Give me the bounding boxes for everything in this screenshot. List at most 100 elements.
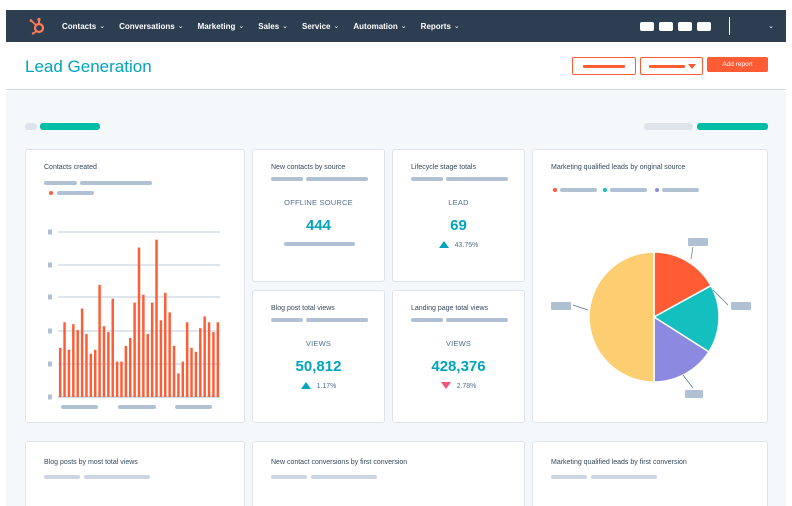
card-contacts-created[interactable]: Contacts created <box>25 149 245 423</box>
nav-automation[interactable]: Automation ⌄ <box>353 22 406 31</box>
legend-dot <box>553 188 557 192</box>
card-blog-post-total-views[interactable]: Blog post total views VIEWS 50,812 1.17% <box>252 290 385 423</box>
nav-reports[interactable]: Reports ⌄ <box>421 22 460 31</box>
nav-label: Marketing <box>197 21 236 31</box>
card-blog-posts-most-views[interactable]: Blog posts by most total views <box>25 441 245 506</box>
dashboard-content: Contacts created New contacts by source … <box>6 91 786 506</box>
text-placeholder <box>271 177 303 181</box>
chevron-down-icon: ⌄ <box>99 23 106 30</box>
top-nav: Contacts ⌄ Conversations ⌄ Marketing ⌄ Sale… <box>6 10 786 42</box>
card-title: Blog posts by most total views <box>44 459 138 466</box>
nav-marketing[interactable]: Marketing ⌄ <box>198 22 245 31</box>
pie-slice <box>652 284 720 353</box>
nav-conversations[interactable]: Conversations ⌄ <box>119 22 183 31</box>
bar <box>115 361 119 397</box>
text-placeholder <box>311 475 377 479</box>
pie-label-placeholder <box>685 390 703 398</box>
legend-placeholder <box>610 188 647 192</box>
card-landing-page-total-views[interactable]: Landing page total views VIEWS 428,376 2… <box>392 290 525 423</box>
pie-callout-line <box>682 374 694 389</box>
stat-value: 444 <box>305 217 332 234</box>
legend-placeholder <box>662 188 699 192</box>
add-report-button[interactable]: Add report <box>707 57 768 72</box>
text-placeholder <box>446 318 508 322</box>
text-placeholder <box>306 318 368 322</box>
legend-placeholder <box>560 188 597 192</box>
dropdown-button[interactable] <box>640 57 703 75</box>
stat-change-value: 2.78% <box>456 383 477 390</box>
pie-callout-line <box>712 289 729 306</box>
legend-dot <box>49 191 53 195</box>
nav-utility-button[interactable] <box>697 21 712 31</box>
bar <box>159 320 163 397</box>
pie-slice <box>653 251 712 319</box>
card-mql-by-original-source[interactable]: Marketing qualified leads by original so… <box>532 149 768 423</box>
actions-button[interactable] <box>572 57 636 75</box>
bar <box>181 361 185 397</box>
card-mql-first-conversion[interactable]: Marketing qualified leads by first conve… <box>532 441 768 506</box>
bar <box>168 312 171 397</box>
bar <box>111 298 114 397</box>
bar <box>67 349 71 397</box>
stat-change-value: 43.75% <box>454 242 479 249</box>
increase-arrow-icon <box>438 241 449 248</box>
stat-value: 50,812 <box>295 358 342 375</box>
text-placeholder <box>306 177 368 181</box>
increase-arrow-icon <box>300 382 311 389</box>
bar <box>207 322 211 397</box>
stat-change: 1.17% <box>253 382 384 390</box>
bar <box>142 294 145 397</box>
page-title: Lead Generation <box>25 57 152 76</box>
x-tick-label-placeholder <box>175 405 212 409</box>
nav-label: Service <box>302 21 331 31</box>
date-range-chip[interactable] <box>697 123 768 130</box>
stat-value: 428,376 <box>431 358 486 375</box>
card-new-contact-conversions[interactable]: New contact conversions by first convers… <box>252 441 525 506</box>
card-lifecycle-stage-totals[interactable]: Lifecycle stage totals LEAD 69 43.75% <box>392 149 525 282</box>
card-title: Lifecycle stage totals <box>411 164 476 171</box>
bar <box>80 308 84 397</box>
bar <box>150 302 154 397</box>
hubspot-logo-icon[interactable] <box>26 15 48 37</box>
account-chevron-icon[interactable]: ⌄ <box>768 23 774 30</box>
bar <box>172 345 176 397</box>
text-placeholder <box>284 242 355 246</box>
text-placeholder <box>44 181 77 185</box>
y-tick-label-placeholder <box>48 294 52 300</box>
nav-utility-button[interactable] <box>659 21 674 31</box>
text-placeholder <box>446 177 508 181</box>
bar <box>212 332 215 397</box>
nav-label: Contacts <box>62 21 97 31</box>
card-new-contacts-by-source[interactable]: New contacts by source OFFLINE SOURCE 44… <box>252 149 385 282</box>
bar <box>194 351 198 397</box>
legend-dot <box>603 188 607 192</box>
nav-label: Sales <box>258 21 280 31</box>
filter-placeholder[interactable] <box>25 123 37 130</box>
nav-utility-button[interactable] <box>678 21 693 31</box>
bar <box>164 292 167 397</box>
nav-utility-button[interactable] <box>640 21 655 31</box>
bar <box>93 349 97 397</box>
legend-placeholder <box>57 191 94 195</box>
card-title: New contact conversions by first convers… <box>271 459 408 466</box>
contacts-bar-chart <box>48 229 220 409</box>
filter-chip[interactable] <box>40 123 100 130</box>
page-header: Lead Generation Add report <box>6 42 786 90</box>
legend-dot <box>655 188 659 192</box>
nav-sales[interactable]: Sales ⌄ <box>258 22 288 31</box>
card-title: Marketing qualified leads by original so… <box>551 164 686 171</box>
date-filter-placeholder[interactable] <box>644 123 693 130</box>
chevron-down-icon: ⌄ <box>400 23 407 30</box>
x-tick-label-placeholder <box>61 405 98 409</box>
text-placeholder <box>80 181 152 185</box>
stat-label: LEAD <box>448 198 469 207</box>
nav-service[interactable]: Service ⌄ <box>302 22 339 31</box>
bar <box>216 322 220 397</box>
mql-pie-chart <box>551 238 751 398</box>
caret-down-icon <box>688 64 696 69</box>
pie-slice <box>588 251 655 383</box>
chevron-down-icon: ⌄ <box>453 23 460 30</box>
pie-label-placeholder <box>688 238 708 246</box>
nav-contacts[interactable]: Contacts ⌄ <box>62 22 105 31</box>
